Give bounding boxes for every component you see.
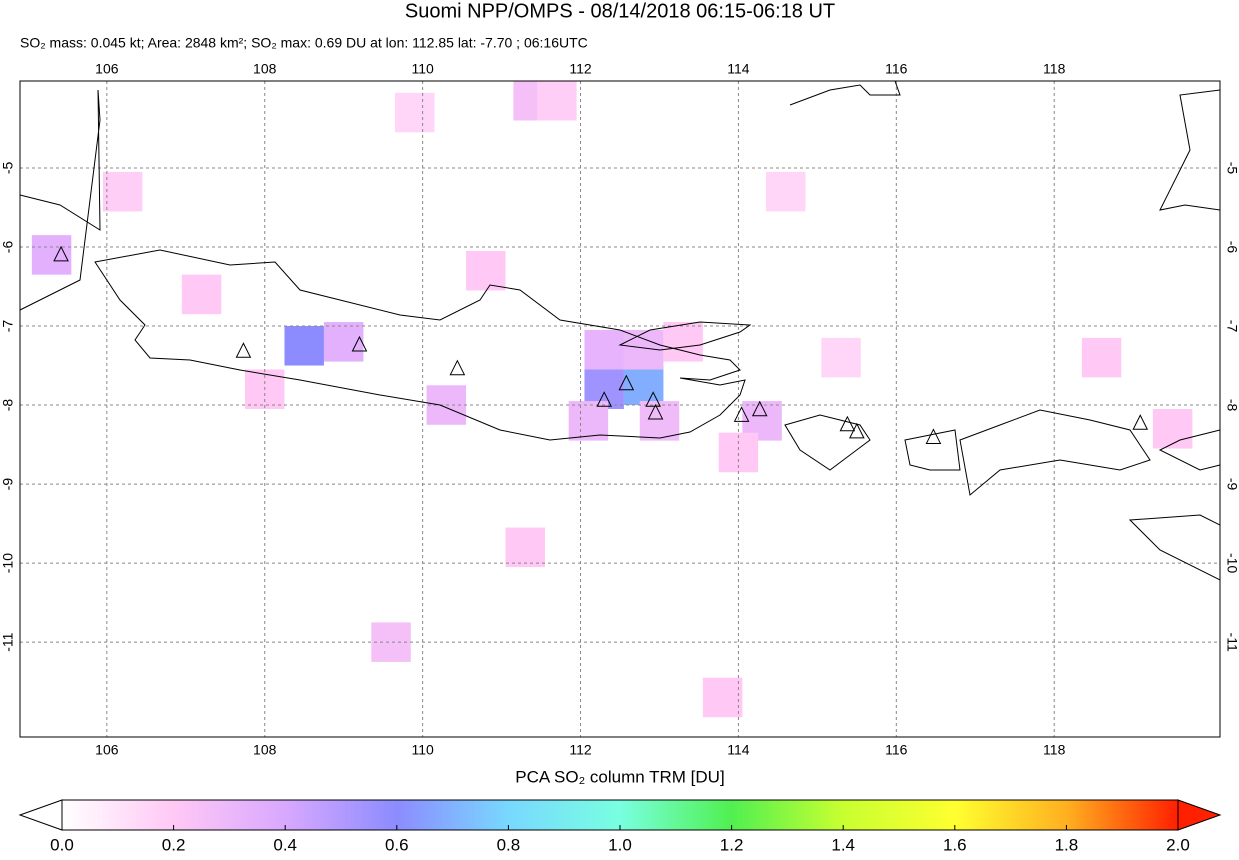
so2-cell	[1152, 409, 1193, 449]
coastline	[1128, 514, 1221, 581]
x-tick-label: 118	[1043, 61, 1066, 77]
colorbar-extend	[18, 799, 63, 831]
volcano	[235, 342, 252, 358]
so2-cell	[181, 274, 222, 315]
x-tick-label: 110	[411, 61, 434, 77]
x-tick-label: 114	[727, 742, 750, 758]
coastline	[784, 414, 871, 471]
y-tick-label: -9	[0, 478, 16, 491]
y-tick-label: -6	[1224, 241, 1239, 254]
x-tick-label: 108	[253, 742, 277, 758]
so2-cell	[663, 322, 703, 362]
x-tick-label: 118	[1043, 742, 1066, 758]
y-tick-label: -10	[0, 553, 16, 573]
y-tick-label: -7	[1224, 320, 1239, 333]
so2-cell	[821, 337, 861, 378]
volcano	[849, 422, 865, 439]
so2-cell	[537, 81, 577, 121]
axes: 106 106 108 108 110 110 112 112 114 114 116 116 118 1…	[0, 61, 1239, 758]
x-tick-label: 106	[95, 61, 119, 77]
coastline	[1158, 429, 1221, 471]
colorbar-tick-label: 1.2	[720, 835, 744, 854]
so2-cell	[639, 401, 680, 441]
x-tick-label: 106	[95, 742, 119, 758]
colorbar: 0.0 0.2 0.4 0.6 0.8 1.0 1.2 1.4 1.6 1.8 2.0	[18, 799, 1222, 854]
volcano	[596, 391, 613, 407]
y-tick-label: -8	[0, 399, 16, 412]
coastlines	[19, 80, 1221, 581]
colorbar-tick-label: 0.0	[50, 835, 74, 854]
coastline	[618, 321, 752, 351]
x-tick-label: 114	[727, 61, 750, 77]
so2-cell	[1081, 337, 1122, 378]
x-tick-label: 116	[885, 61, 908, 77]
so2-cell	[102, 171, 143, 212]
colorbar-tick-label: 0.2	[162, 835, 186, 854]
so2-cell	[766, 171, 806, 212]
chart-title: Suomi NPP/OMPS - 08/14/2018 06:15-06:18 …	[405, 0, 835, 22]
coastline	[94, 249, 746, 441]
colorbar-tick-label: 1.0	[608, 835, 632, 854]
x-tick-label: 112	[569, 742, 592, 758]
volcano	[53, 245, 69, 262]
so2-cell	[466, 250, 506, 291]
colorbar-tick-label: 1.8	[1055, 835, 1079, 854]
so2-cell	[568, 401, 609, 441]
y-tick-label: -9	[1224, 478, 1239, 491]
colorbar-tick-label: 0.8	[497, 835, 521, 854]
coastline	[1159, 89, 1221, 211]
colorbar-tick-label: 1.4	[831, 835, 855, 854]
volcano	[449, 359, 466, 376]
so2-cell	[584, 329, 624, 370]
y-tick-label: -10	[1224, 553, 1239, 573]
coastline	[959, 409, 1151, 496]
volcano	[751, 400, 768, 417]
so2-cells	[31, 81, 1193, 718]
y-tick-label: -11	[0, 632, 16, 651]
x-tick-label: 112	[569, 61, 592, 77]
volcano	[647, 403, 664, 420]
colorbar-tick-label: 1.6	[943, 835, 967, 854]
y-tick-label: -7	[0, 320, 16, 333]
y-tick-label: -5	[1224, 162, 1239, 175]
volcano	[925, 428, 942, 444]
colorbar-tick-label: 0.6	[385, 835, 409, 854]
volcano	[733, 406, 750, 422]
volcano	[839, 415, 856, 432]
x-tick-label: 108	[253, 61, 277, 77]
coastline	[789, 80, 901, 106]
colorbar-tick-label: 0.4	[273, 835, 297, 854]
so2-cell	[505, 527, 545, 568]
y-tick-label: -11	[1224, 633, 1239, 652]
volcano	[618, 374, 635, 391]
volcano	[1132, 414, 1149, 430]
so2-cell	[623, 365, 664, 406]
colorbar-tick-label: 2.0	[1166, 835, 1190, 854]
grid	[20, 81, 1220, 737]
volcanoes	[53, 245, 1149, 444]
y-tick-label: -6	[0, 241, 16, 254]
y-tick-label: -5	[0, 162, 16, 175]
coastline	[904, 429, 961, 471]
colorbar-label: PCA SO₂ column TRM [DU]	[515, 767, 724, 786]
colorbar-extend	[1177, 799, 1222, 831]
x-tick-label: 116	[885, 742, 908, 758]
so2-cell	[284, 326, 324, 366]
volcano	[351, 335, 368, 352]
chart-subtitle: SO₂ mass: 0.045 kt; Area: 2848 km²; SO₂ …	[20, 35, 588, 51]
map-frame	[19, 80, 1221, 738]
y-tick-label: -8	[1224, 399, 1239, 412]
so2-cell	[702, 677, 743, 718]
volcano	[645, 391, 661, 407]
so2-cell	[395, 92, 435, 133]
coastline	[19, 89, 101, 311]
x-tick-label: 110	[411, 742, 434, 758]
